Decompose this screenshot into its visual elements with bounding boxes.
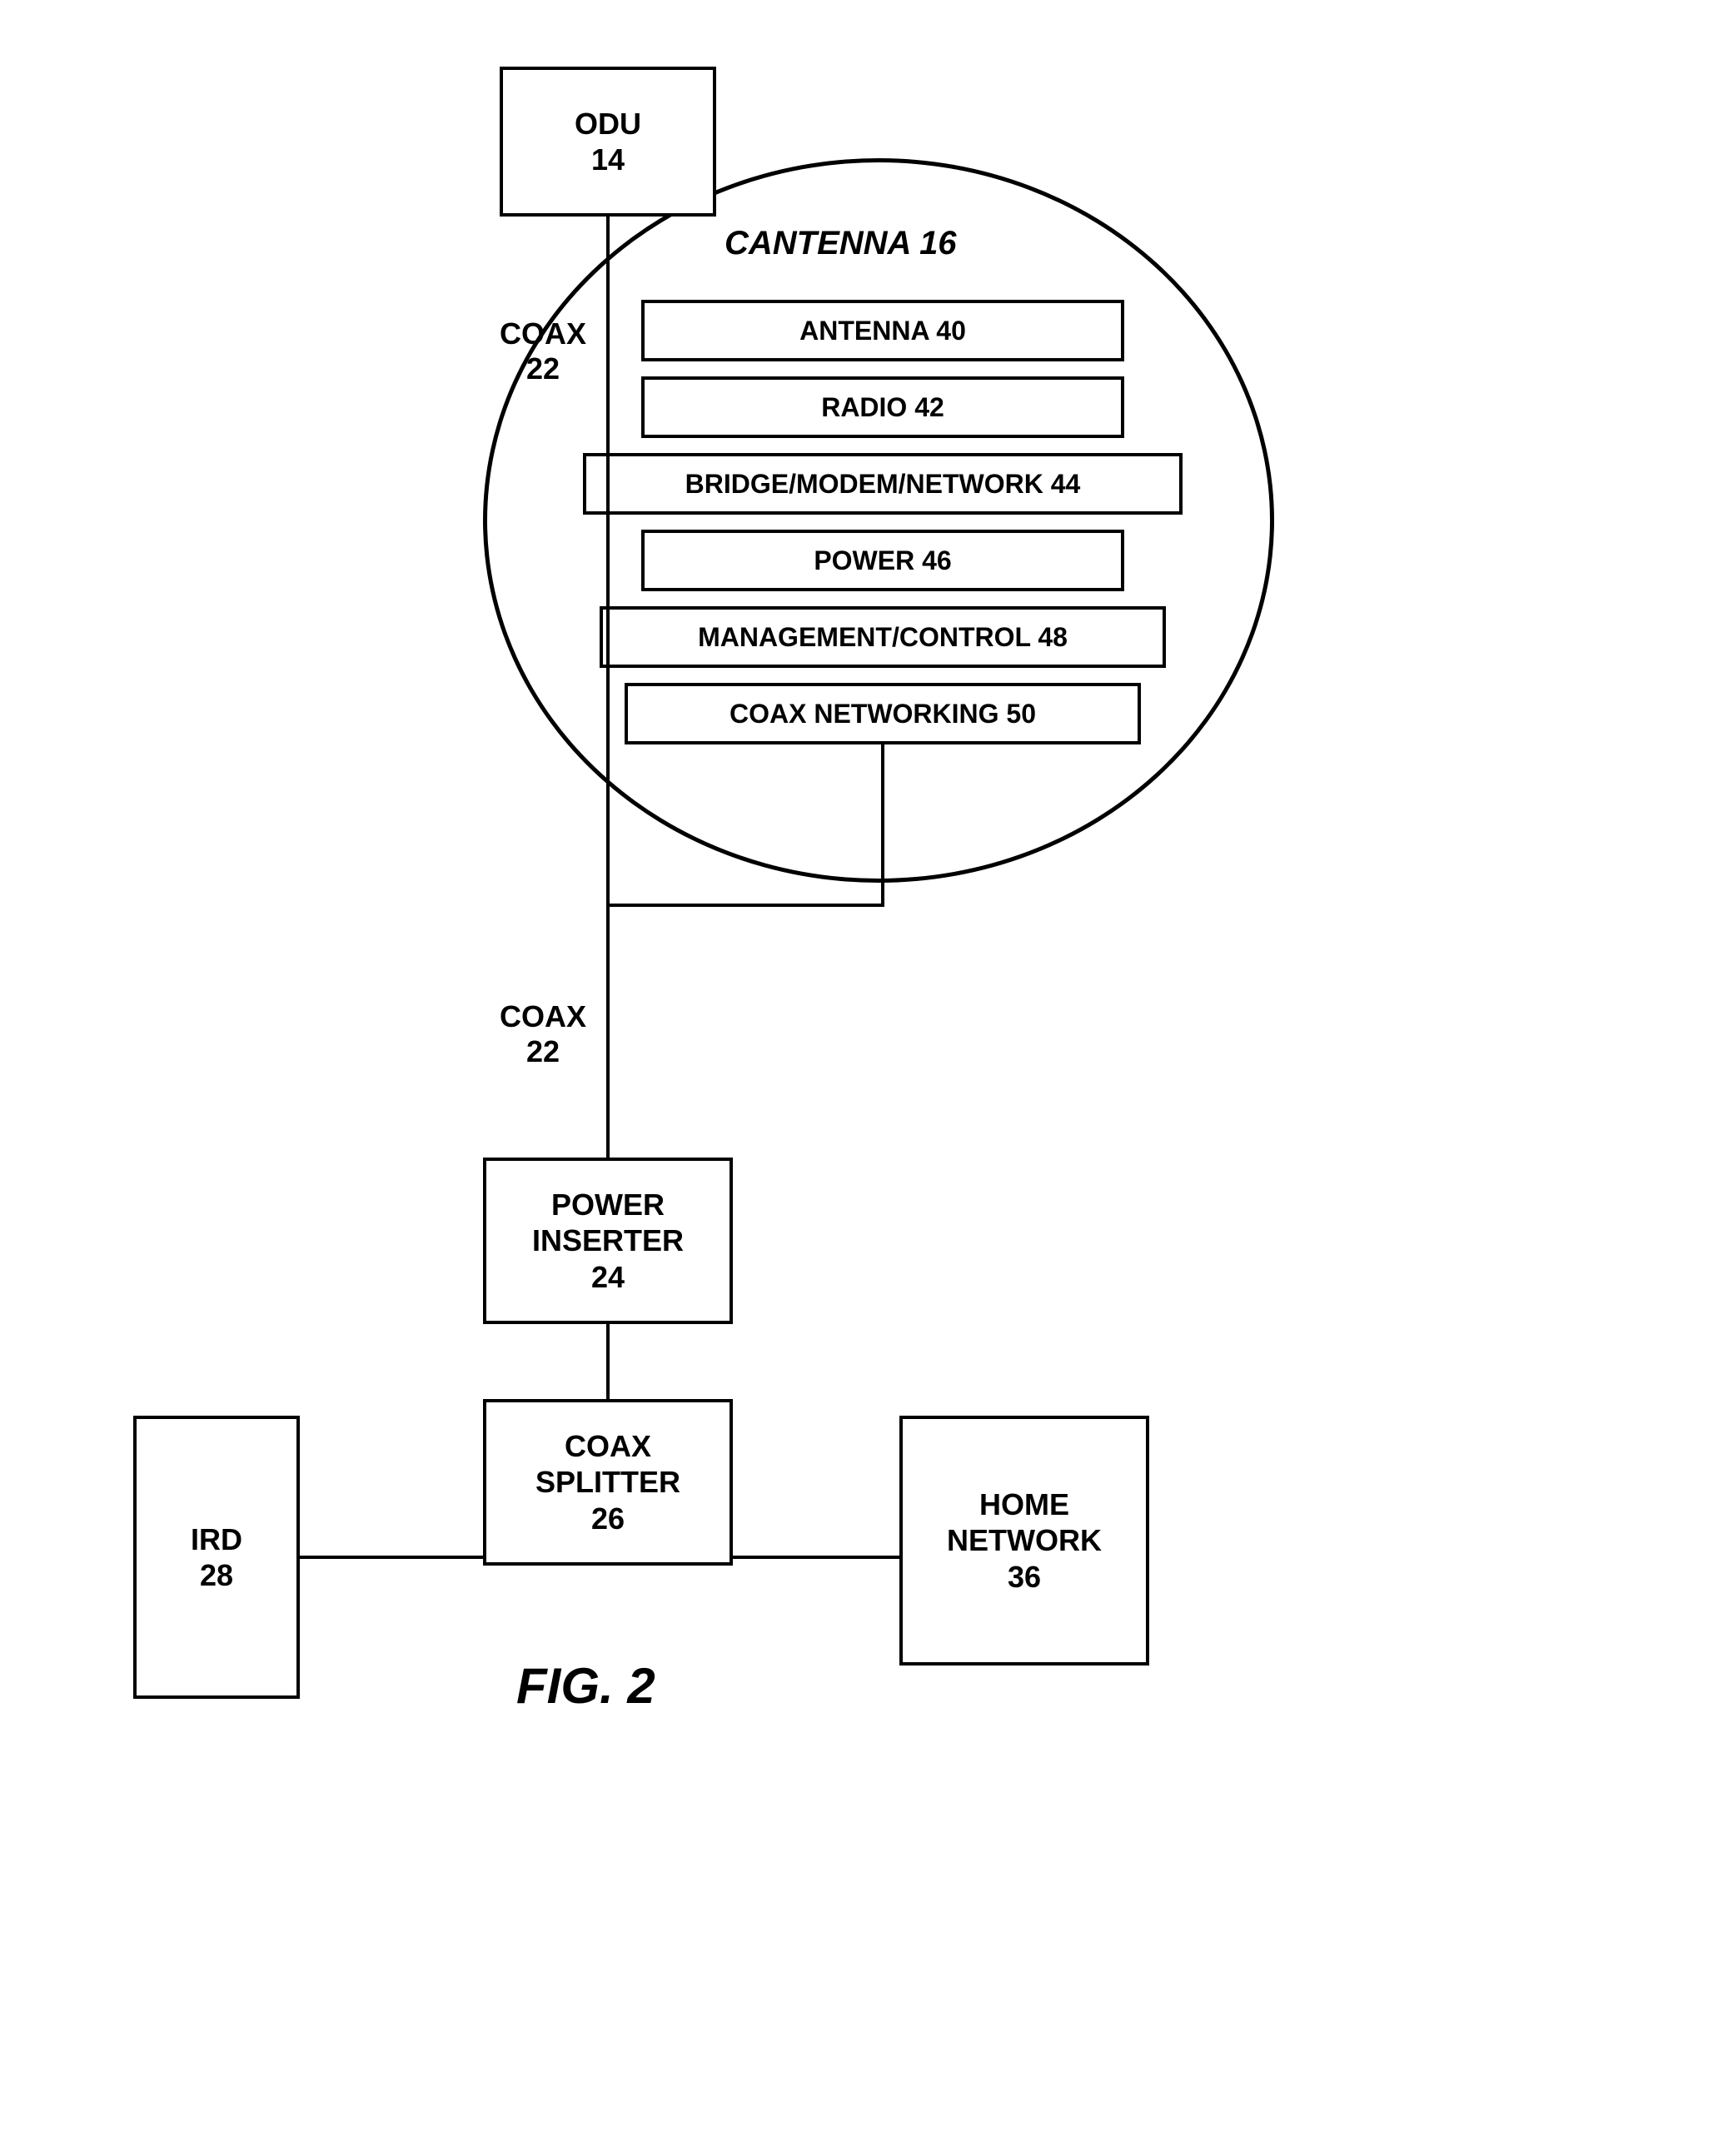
coax2-line2: 22 xyxy=(500,1034,586,1069)
power-label: POWER 46 xyxy=(814,545,951,576)
antenna-label: ANTENNA 40 xyxy=(799,315,966,346)
cantenna-ellipse xyxy=(483,158,1274,883)
mgmt-label: MANAGEMENT/CONTROL 48 xyxy=(698,621,1068,653)
coax-label-upper: COAX 22 xyxy=(500,316,586,386)
home-line1: HOME xyxy=(979,1486,1069,1522)
bridge-label: BRIDGE/MODEM/NETWORK 44 xyxy=(685,468,1081,500)
coax-label-lower: COAX 22 xyxy=(500,999,586,1069)
ird-line1: IRD xyxy=(191,1521,242,1557)
edge-splitter-ird xyxy=(300,1556,483,1559)
coaxnet-label: COAX NETWORKING 50 xyxy=(730,698,1036,729)
edge-coaxnet-down xyxy=(881,744,884,907)
ird-line2: 28 xyxy=(200,1557,233,1593)
ird-box: IRD 28 xyxy=(133,1416,300,1699)
coax2-line1: COAX xyxy=(500,999,586,1034)
edge-odu-down xyxy=(606,217,610,1158)
coax-splitter-box: COAX SPLITTER 26 xyxy=(483,1399,733,1566)
odu-label: ODU xyxy=(575,106,641,142)
radio-label: RADIO 42 xyxy=(821,391,944,423)
cs-line3: 26 xyxy=(591,1501,625,1536)
edge-splitter-home xyxy=(733,1556,899,1559)
pi-line1: POWER xyxy=(551,1187,665,1222)
cs-line2: SPLITTER xyxy=(535,1464,680,1500)
radio-box: RADIO 42 xyxy=(641,376,1124,438)
figure-caption: FIG. 2 xyxy=(516,1657,655,1715)
antenna-box: ANTENNA 40 xyxy=(641,300,1124,361)
power-box: POWER 46 xyxy=(641,530,1124,591)
coaxnet-box: COAX NETWORKING 50 xyxy=(625,683,1141,744)
home-line3: 36 xyxy=(1008,1559,1041,1595)
home-box: HOME NETWORK 36 xyxy=(899,1416,1149,1666)
odu-number: 14 xyxy=(591,142,625,177)
bridge-box: BRIDGE/MODEM/NETWORK 44 xyxy=(583,453,1183,515)
cs-line1: COAX xyxy=(565,1428,651,1464)
pi-line3: 24 xyxy=(591,1259,625,1295)
power-inserter-box: POWER INSERTER 24 xyxy=(483,1158,733,1324)
edge-coaxnet-join xyxy=(606,904,884,907)
coax1-line1: COAX xyxy=(500,316,586,351)
edge-pi-splitter xyxy=(606,1324,610,1399)
home-line2: NETWORK xyxy=(947,1522,1102,1558)
coax1-line2: 22 xyxy=(500,351,586,386)
pi-line2: INSERTER xyxy=(532,1222,684,1258)
odu-box: ODU 14 xyxy=(500,67,716,217)
mgmt-box: MANAGEMENT/CONTROL 48 xyxy=(600,606,1166,668)
cantenna-title: CANTENNA 16 xyxy=(725,225,957,262)
